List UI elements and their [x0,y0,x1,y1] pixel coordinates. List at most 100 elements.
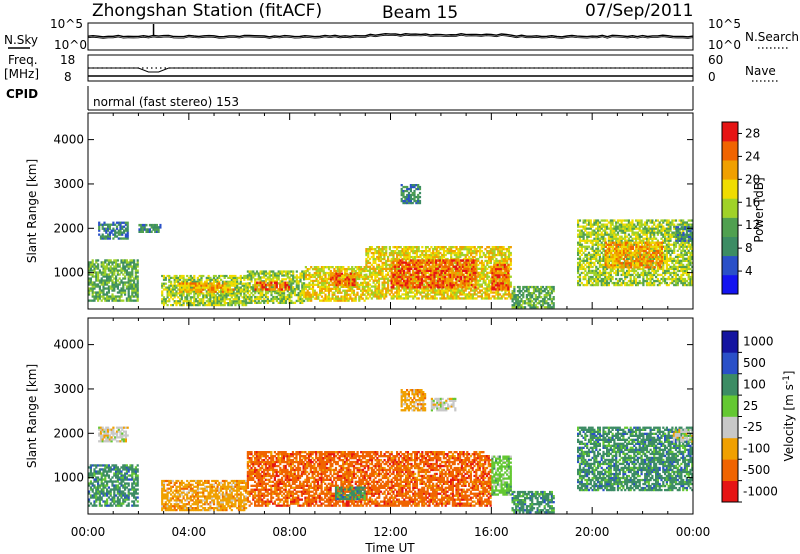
heatmap-cell [374,248,377,251]
heatmap-cell [100,283,103,286]
heatmap-cell [162,276,166,279]
heatmap-cell [304,271,307,275]
heatmap-cell [239,276,242,279]
heatmap-cell [117,229,120,232]
heatmap-cell [134,265,137,268]
heatmap-cell [196,278,199,281]
heatmap-cell [347,273,350,277]
heatmap-cell [336,287,339,290]
heatmap-cell [587,251,591,254]
heatmap-cell [377,289,381,292]
heatmap-cell [480,246,483,249]
heatmap-cell [124,265,127,268]
heatmap-cell [584,221,587,224]
heatmap-cell [88,291,91,294]
heatmap-cell [597,277,600,281]
heatmap-cell [241,300,244,303]
heatmap-cell [598,269,601,273]
heatmap-cell [593,271,596,275]
heatmap-cell [223,300,226,303]
heatmap-cell [202,304,205,307]
heatmap-cell [412,257,415,261]
heatmap-cell [388,265,391,268]
heatmap-cell [397,289,400,292]
heatmap-cell [347,297,350,300]
heatmap-cell [200,274,203,278]
heatmap-cell [324,281,327,285]
heatmap-cell [317,285,320,288]
heatmap-cell [104,297,107,300]
heatmap-cell [408,295,411,298]
heatmap-cell [168,276,171,279]
heatmap-cell [385,281,388,284]
heatmap-cell [374,295,377,298]
heatmap-cell [322,277,325,281]
heatmap-cell [88,265,91,268]
heatmap-cell [538,302,541,305]
heatmap-cell [471,295,474,298]
heatmap-cell [406,265,409,268]
heatmap-cell [410,289,413,292]
heatmap-cell [399,273,402,276]
heatmap-cell [577,229,580,232]
heatmap-cell [428,257,431,261]
heatmap-cell [582,257,585,260]
heatmap-cell [147,228,150,231]
heatmap-cell [218,300,221,303]
heatmap-cell [272,301,275,304]
heatmap-cell [365,250,368,253]
heatmap-cell [198,274,201,278]
heatmap-cell [116,273,119,276]
heatmap-cell [507,278,510,281]
heatmap-cell [310,287,313,290]
heatmap-cell [308,295,311,298]
heatmap-cell [120,279,123,282]
heatmap-cell [363,269,366,273]
heatmap-cell [500,269,503,273]
heatmap-cell [264,274,268,277]
heatmap-cell [248,290,251,293]
heatmap-cell [232,274,235,278]
heatmap-cell [446,248,449,251]
heatmap-cell [102,275,105,278]
heatmap-cell [225,282,228,285]
heatmap-cell [111,279,114,282]
heatmap-cell [320,279,323,283]
heatmap-cell [98,279,101,282]
heatmap-cell [507,286,510,289]
heatmap-cell [104,261,107,264]
heatmap-cell [593,239,596,242]
heatmap-cell [550,292,553,295]
heatmap-cell [189,302,192,305]
heatmap-cell [392,295,395,298]
heatmap-cell [184,282,187,285]
cpid-label: CPID [6,87,38,101]
heatmap-cell [376,275,379,278]
heatmap-cell [383,267,386,270]
heatmap-cell [299,278,302,281]
heatmap-cell [274,290,277,293]
heatmap-cell [385,253,388,257]
heatmap-cell [405,293,408,296]
heatmap-cell [319,299,322,302]
heatmap-cell [288,284,291,287]
heatmap-cell [274,297,277,301]
heatmap-cell [107,237,110,240]
heatmap-cell [275,281,278,284]
heatmap-cell [392,286,395,289]
heatmap-cell [106,259,109,262]
heatmap-cell [216,298,219,301]
heatmap-cell [347,285,350,288]
heatmap-cell [598,275,601,279]
heatmap-cell [218,284,221,287]
heatmap-cell [442,293,446,296]
heatmap-cell [582,235,585,238]
heatmap-cell [578,237,582,240]
heatmap-cell [394,267,397,270]
heatmap-cell [552,290,555,293]
heatmap-cell [254,297,257,301]
heatmap-cell [419,255,422,259]
heatmap-cell [388,267,391,270]
heatmap-cell [173,288,176,291]
heatmap-cell [209,286,212,289]
